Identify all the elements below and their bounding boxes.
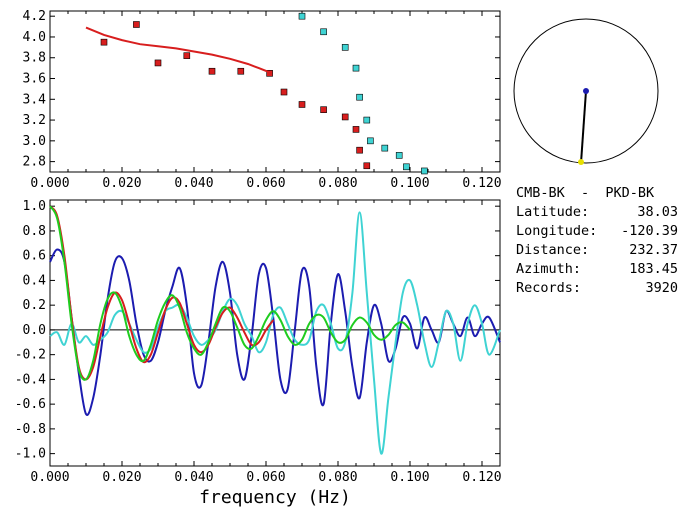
top-cyan-point [341,44,349,51]
compass-tip-dot [578,159,584,165]
red-series-line [49,205,275,381]
bottom-x-tick-label: 0.120 [462,470,501,485]
top-scatter-panel: 2.8 3.0 3.2 3.4 3.6 3.8 4.0 4.2 0.000 0.020 0.040… [23,9,502,191]
top-red-point [183,52,191,59]
top-x-tick-label: 0.040 [174,176,213,191]
top-cyan-point [356,93,363,101]
info-label: Distance: [516,242,590,258]
bottom-tick-marks [49,200,500,466]
bottom-y-tick-label: 0.2 [23,298,46,313]
top-red-point [352,126,360,133]
bottom-x-tick-label: 0.040 [174,470,213,485]
top-red-point [154,59,162,67]
info-value: 183.45 [629,261,678,277]
info-row-distance: Distance: 232.37 [516,241,678,260]
top-x-tick-label: 0.060 [246,176,285,191]
bottom-y-tick-labels: 1.0 0.8 0.6 0.4 0.2 0.0 -0.2 -0.4 -0.6 -0.8 -1.0 [15,199,46,461]
bottom-y-tick-label: 0.4 [23,273,47,288]
info-row-records: Records: 3920 [516,279,678,298]
blue-series-line [49,248,501,416]
top-cyan-point [395,152,403,159]
bottom-series-lines [49,205,501,455]
top-red-point [266,70,273,77]
top-red-point [341,113,349,121]
compass-center-dot [583,88,589,94]
bottom-y-tick-label: -0.8 [15,422,46,437]
top-y-tick-label: 3.2 [23,113,46,128]
top-red-point [363,162,371,170]
info-label: Longitude: [516,223,598,239]
bottom-x-tick-label: 0.000 [30,470,69,485]
x-axis-title: frequency (Hz) [199,487,351,508]
top-plot-frame [49,10,501,173]
bottom-x-tick-label: 0.020 [102,470,141,485]
info-label: Latitude: [516,204,590,220]
bottom-y-tick-label: 0.8 [23,224,46,239]
bottom-x-tick-label: 0.060 [246,470,285,485]
top-x-tick-label: 0.020 [102,176,141,191]
info-value: 232.37 [629,242,678,258]
top-x-tick-label: 0.000 [30,176,69,191]
bottom-plot-frame [49,199,501,467]
top-red-point [208,67,216,75]
station-pair-label: CMB-BK - PKD-BK [516,185,655,201]
top-cyan-point [352,64,360,72]
top-red-point [237,67,245,75]
bottom-x-tick-label: 0.080 [318,470,357,485]
bottom-y-tick-label: -0.4 [15,372,46,387]
top-fit-curve [85,26,270,74]
top-red-point [280,88,288,96]
top-y-tick-label: 4.0 [23,30,46,45]
top-red-point [133,21,140,28]
bottom-y-tick-label: 0.0 [23,323,46,338]
info-row-azimuth: Azimuth: 183.45 [516,260,678,279]
info-value: 38.03 [637,204,678,220]
top-x-tick-label: 0.120 [462,176,501,191]
top-y-tick-label: 3.0 [23,134,46,149]
top-cyan-point [320,28,327,36]
top-red-point [356,146,363,154]
top-y-tick-label: 2.8 [23,155,46,170]
compass-circle [513,18,659,164]
green-series-line [49,205,411,381]
bottom-x-tick-label: 0.100 [390,470,429,485]
station-info-panel: CMB-BK - PKD-BK Latitude: 38.03 Longitude… [516,184,678,298]
top-cyan-point [421,167,428,175]
bottom-line-panel: 1.0 0.8 0.6 0.4 0.2 0.0 -0.2 -0.4 -0.6 -0.8 -1.0 0… [15,199,502,508]
top-cyan-point [367,137,374,145]
bottom-y-tick-label: 1.0 [23,199,46,214]
top-red-point [298,101,306,108]
info-value: 3920 [645,280,678,296]
bottom-y-tick-label: -0.6 [15,397,46,412]
top-y-tick-labels: 2.8 3.0 3.2 3.4 3.6 3.8 4.0 4.2 [23,9,47,169]
info-row-longitude: Longitude: -120.39 [516,222,678,241]
info-value: -120.39 [621,223,678,239]
top-y-tick-label: 4.2 [23,9,46,24]
top-tick-marks [49,11,500,172]
bottom-x-tick-labels: 0.000 0.020 0.040 0.060 0.080 0.100 0.120 [30,470,501,485]
top-cyan-point [298,12,306,20]
top-x-tick-labels: 0.000 0.020 0.040 0.060 0.080 0.100 0.120 [30,176,501,191]
top-x-tick-label: 0.100 [390,176,429,191]
top-x-tick-label: 0.080 [318,176,357,191]
top-y-tick-label: 3.8 [23,51,46,66]
top-red-point [100,38,108,46]
bottom-y-tick-label: -1.0 [15,447,46,462]
info-label: Records: [516,280,582,296]
top-cyan-point [363,116,371,124]
bottom-y-tick-label: -0.2 [15,348,46,363]
azimuth-compass [513,18,659,165]
top-data-marks [85,12,428,175]
info-label: Azimuth: [516,261,582,277]
top-cyan-point [381,144,389,152]
top-cyan-point [403,163,410,171]
top-red-point [320,106,327,113]
compass-needle [580,90,587,164]
top-y-tick-label: 3.6 [23,72,46,87]
info-row-latitude: Latitude: 38.03 [516,203,678,222]
bottom-y-tick-label: 0.6 [23,249,46,264]
top-y-tick-label: 3.4 [23,92,47,107]
